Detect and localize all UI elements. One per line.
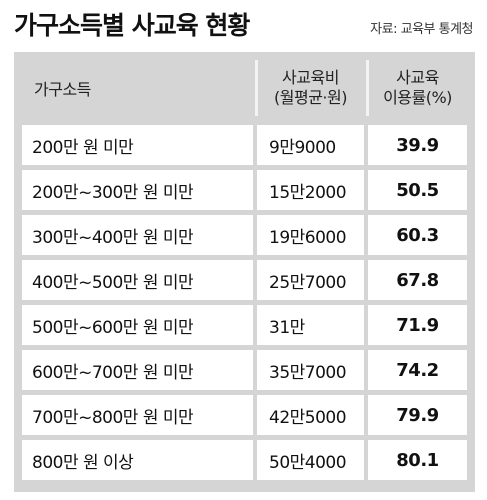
income-cell: 400만~500만 원 미만 xyxy=(22,260,253,300)
header-income: 가구소득 xyxy=(34,60,264,116)
cost-cell: 9만9000 xyxy=(257,125,364,165)
table-row: 700만~800만 원 미만 42만5000 79.9 xyxy=(22,395,467,435)
header-divider xyxy=(255,60,258,116)
rate-cell: 71.9 xyxy=(368,305,467,345)
income-cell: 700만~800만 원 미만 xyxy=(22,395,253,435)
cost-cell: 19만6000 xyxy=(257,215,364,255)
rate-cell: 74.2 xyxy=(368,350,467,390)
table-row: 400만~500만 원 미만 25만7000 67.8 xyxy=(22,260,467,300)
cost-cell: 15만2000 xyxy=(257,170,364,210)
cost-cell: 25만7000 xyxy=(257,260,364,300)
table-row: 500만~600만 원 미만 31만 71.9 xyxy=(22,305,467,345)
income-cell: 500만~600만 원 미만 xyxy=(22,305,253,345)
table-row: 200만 원 미만 9만9000 39.9 xyxy=(22,125,467,165)
income-cell: 800만 원 이상 xyxy=(22,440,253,480)
rate-cell: 79.9 xyxy=(368,395,467,435)
source-note: 자료: 교육부 통계청 xyxy=(370,22,473,37)
rate-cell: 60.3 xyxy=(368,215,467,255)
cost-cell: 31만 xyxy=(257,305,364,345)
header-cost-line2: (월평균·원) xyxy=(274,88,347,107)
header-income-label: 가구소득 xyxy=(34,80,91,99)
header-rate-line2: 이용률(%) xyxy=(383,88,452,107)
header-divider xyxy=(366,60,369,116)
rate-cell: 67.8 xyxy=(368,260,467,300)
income-cell: 300만~400만 원 미만 xyxy=(22,215,253,255)
chart-title: 가구소득별 사교육 현황 xyxy=(14,11,250,40)
rate-cell: 39.9 xyxy=(368,125,467,165)
table-row: 300만~400만 원 미만 19만6000 60.3 xyxy=(22,215,467,255)
header-rate-line1: 사교육 xyxy=(396,68,439,87)
cost-cell: 35만7000 xyxy=(257,350,364,390)
rate-cell: 50.5 xyxy=(368,170,467,210)
table-row: 200만~300만 원 미만 15만2000 50.5 xyxy=(22,170,467,210)
header-cost-line1: 사교육비 xyxy=(282,68,339,87)
income-cell: 600만~700만 원 미만 xyxy=(22,350,253,390)
header-rate: 사교육 이용률(%) xyxy=(368,60,467,116)
header-cost: 사교육비 (월평균·원) xyxy=(257,60,364,116)
rate-cell: 80.1 xyxy=(368,440,467,480)
cost-cell: 42만5000 xyxy=(257,395,364,435)
cost-cell: 50만4000 xyxy=(257,440,364,480)
table-row: 800만 원 이상 50만4000 80.1 xyxy=(22,440,467,480)
income-cell: 200만~300만 원 미만 xyxy=(22,170,253,210)
table-row: 600만~700만 원 미만 35만7000 74.2 xyxy=(22,350,467,390)
income-cell: 200만 원 미만 xyxy=(22,125,253,165)
